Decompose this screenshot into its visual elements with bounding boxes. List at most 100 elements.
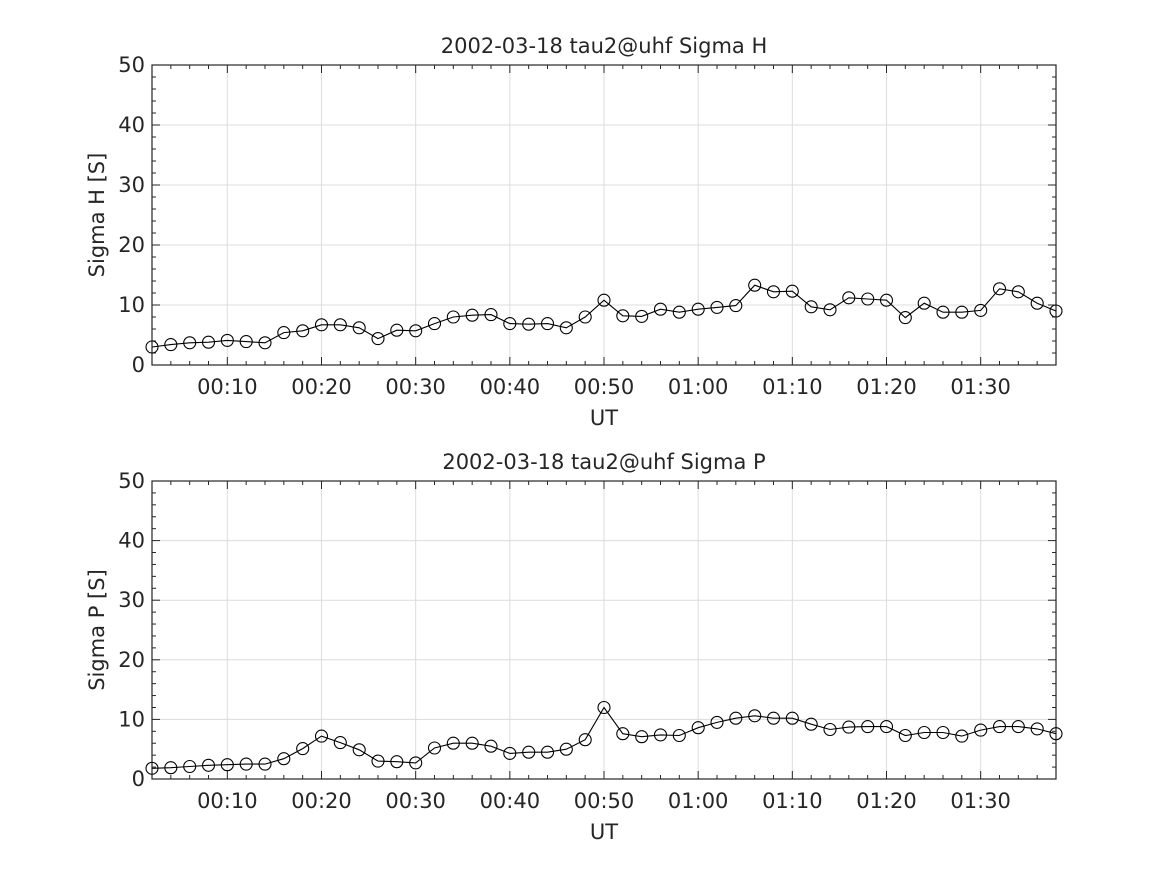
sigma-p-data-point (672, 728, 686, 743)
sigma-p-series-line (151, 706, 1057, 769)
sigma-p-ytick-label: 10 (118, 707, 145, 731)
sigma-p-data-point (1011, 720, 1025, 734)
sigma-p-data-point (427, 741, 442, 755)
sigma-h-ylabel: Sigma H [S] (85, 153, 109, 278)
sigma-h-title: 2002-03-18 tau2@uhf Sigma H (441, 34, 767, 58)
sigma-h-ytick-label: 40 (118, 113, 145, 137)
sigma-p-panel: 2002-03-18 tau2@uhf Sigma P Sigma P [S] … (85, 450, 1063, 844)
sigma-p-data-point (220, 758, 234, 772)
sigma-h-data-point (955, 305, 969, 319)
sigma-p-data-point (559, 742, 573, 756)
sigma-p-data-point (898, 728, 912, 743)
sigma-p-ytick-label: 0 (132, 767, 145, 791)
sigma-h-data-point (616, 309, 630, 323)
sigma-h-data-point (1030, 296, 1044, 310)
sigma-h-axes-box (151, 64, 1057, 366)
sigma-p-ytick-label: 40 (118, 529, 145, 553)
sigma-h-xlabel: UT (590, 406, 618, 430)
sigma-p-data-point (465, 736, 479, 750)
sigma-h-ytick-label: 10 (118, 293, 145, 317)
sigma-p-data-point (239, 757, 253, 771)
sigma-h-data-point (201, 335, 216, 349)
sigma-h-xtick-label: 01:00 (668, 375, 729, 399)
sigma-p-data-point (710, 715, 724, 729)
sigma-p-ytick-label: 20 (118, 648, 145, 672)
sigma-p-data-point (974, 723, 988, 737)
sigma-p-data-point (390, 755, 404, 769)
sigma-h-data-point (653, 302, 668, 316)
sigma-h-data-point (427, 317, 442, 331)
sigma-h-series-line (151, 284, 1057, 348)
sigma-h-data-point (239, 335, 253, 349)
sigma-h-xtick-label: 00:40 (480, 375, 541, 399)
sigma-p-data-point (258, 757, 272, 771)
sigma-p-ytick-label: 30 (118, 588, 145, 612)
sigma-h-data-point (522, 317, 536, 331)
sigma-h-data-point (974, 303, 988, 317)
sigma-p-xtick-label: 01:20 (856, 789, 917, 813)
sigma-h-data-point (578, 310, 592, 324)
sigma-h-data-point (465, 308, 479, 322)
sigma-p-ticks: 0 10 20 30 40 50 00:10 00:20 00:30 00:40 00:50 01:0… (118, 469, 1057, 813)
sigma-h-data-point (879, 293, 894, 307)
sigma-p-data-point (879, 720, 894, 734)
sigma-p-data-point (183, 759, 197, 774)
sigma-p-data-point (578, 733, 592, 747)
sigma-h-data-point (766, 285, 781, 299)
sigma-p-data-point (597, 700, 611, 715)
sigma-h-data-point (145, 340, 159, 354)
sigma-h-data-point (1011, 285, 1025, 299)
sigma-h-data-point (842, 291, 856, 305)
sigma-h-xtick-label: 00:50 (574, 375, 635, 399)
sigma-h-ticks: 0 10 20 30 40 50 00:10 00:20 00:30 00:40 00:50 01:0… (118, 53, 1057, 399)
sigma-h-data-point (1049, 304, 1063, 318)
sigma-p-data-point (201, 758, 216, 772)
sigma-p-markers (145, 700, 1063, 775)
sigma-p-data-point (446, 736, 460, 750)
sigma-p-data-point (540, 745, 555, 759)
sigma-h-data-point (597, 293, 611, 307)
sigma-h-data-point (540, 317, 555, 331)
sigma-h-ytick-label: 0 (132, 353, 145, 377)
sigma-p-data-point (691, 721, 705, 735)
sigma-p-data-point (823, 722, 837, 737)
sigma-p-data-point (503, 746, 517, 760)
sigma-h-ytick-label: 30 (118, 173, 145, 197)
sigma-h-data-point (164, 338, 178, 352)
sigma-h-data-point (823, 303, 837, 317)
sigma-p-data-point (635, 730, 649, 744)
sigma-p-data-point (804, 717, 818, 731)
sigma-p-ytick-label: 50 (118, 469, 145, 493)
sigma-h-data-point (748, 278, 762, 292)
sigma-h-ytick-label: 20 (118, 233, 145, 257)
sigma-p-xtick-label: 00:50 (574, 789, 635, 813)
sigma-p-xtick-label: 01:30 (950, 789, 1011, 813)
sigma-p-xtick-label: 00:40 (480, 789, 541, 813)
sigma-h-xtick-label: 00:30 (385, 375, 446, 399)
sigma-h-xtick-label: 01:10 (762, 375, 823, 399)
sigma-h-data-point (992, 282, 1007, 296)
sigma-h-data-point (559, 321, 573, 335)
sigma-p-data-point (371, 754, 385, 768)
sigma-p-data-point (653, 728, 668, 742)
sigma-p-data-point (785, 711, 799, 725)
sigma-h-data-point (409, 324, 423, 338)
sigma-p-grid (152, 481, 1056, 779)
sigma-h-data-point (672, 305, 686, 319)
sigma-h-markers (145, 278, 1063, 354)
sigma-p-data-point (729, 711, 743, 725)
sigma-h-data-point (371, 332, 385, 346)
sigma-h-data-point (917, 296, 931, 310)
sigma-h-data-point (484, 308, 498, 322)
sigma-h-data-point (804, 300, 818, 314)
sigma-h-data-point (861, 292, 875, 306)
sigma-p-data-point (333, 736, 347, 750)
sigma-h-data-point (446, 310, 460, 324)
sigma-p-data-point (766, 711, 781, 725)
sigma-h-data-point (314, 318, 329, 332)
sigma-h-data-point (258, 336, 272, 350)
sigma-h-data-point (183, 336, 197, 350)
sigma-h-data-point (503, 317, 517, 331)
sigma-p-data-point (352, 743, 366, 757)
